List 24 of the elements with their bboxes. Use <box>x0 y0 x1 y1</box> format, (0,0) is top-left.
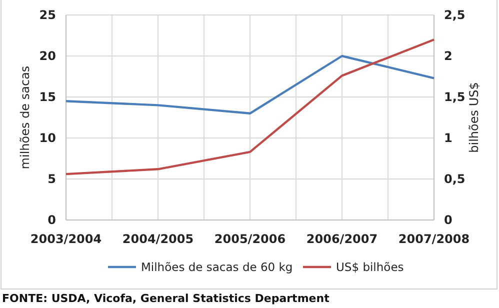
y2-tick-label: 1 <box>444 131 452 146</box>
y2-axis-title: bilhões US$ <box>467 82 481 153</box>
y2-tick-label: 0,5 <box>444 172 466 186</box>
y-tick-label: 5 <box>48 172 56 186</box>
y-tick-label: 25 <box>39 8 56 22</box>
y-tick-label: 15 <box>39 90 56 104</box>
line-series <box>64 54 436 114</box>
x-tick-label: 2004/2005 <box>122 232 194 246</box>
line-series <box>64 38 436 176</box>
y-tick-label: 0 <box>48 213 56 228</box>
y2-tick-label: 2,5 <box>444 8 466 22</box>
x-tick-label: 2007/2008 <box>398 232 470 246</box>
y-tick-label: 10 <box>39 131 56 146</box>
y-axis-title: milhões de sacas <box>18 66 32 170</box>
y-tick-label: 20 <box>39 49 56 64</box>
x-tick-label: 2003/2004 <box>30 232 102 246</box>
y2-tick-label: 1,5 <box>444 90 466 104</box>
x-tick-label: 2006/2007 <box>306 232 378 246</box>
y2-tick-label: 0 <box>444 213 452 228</box>
y2-tick-label: 2 <box>444 49 452 64</box>
legend-label: Milhões de sacas de 60 kg <box>141 260 293 274</box>
x-tick-label: 2005/2006 <box>214 232 286 246</box>
legend-label: US$ bilhões <box>336 260 404 274</box>
source-note: FONTE: USDA, Vicofa, General Statistics Department <box>2 292 330 305</box>
